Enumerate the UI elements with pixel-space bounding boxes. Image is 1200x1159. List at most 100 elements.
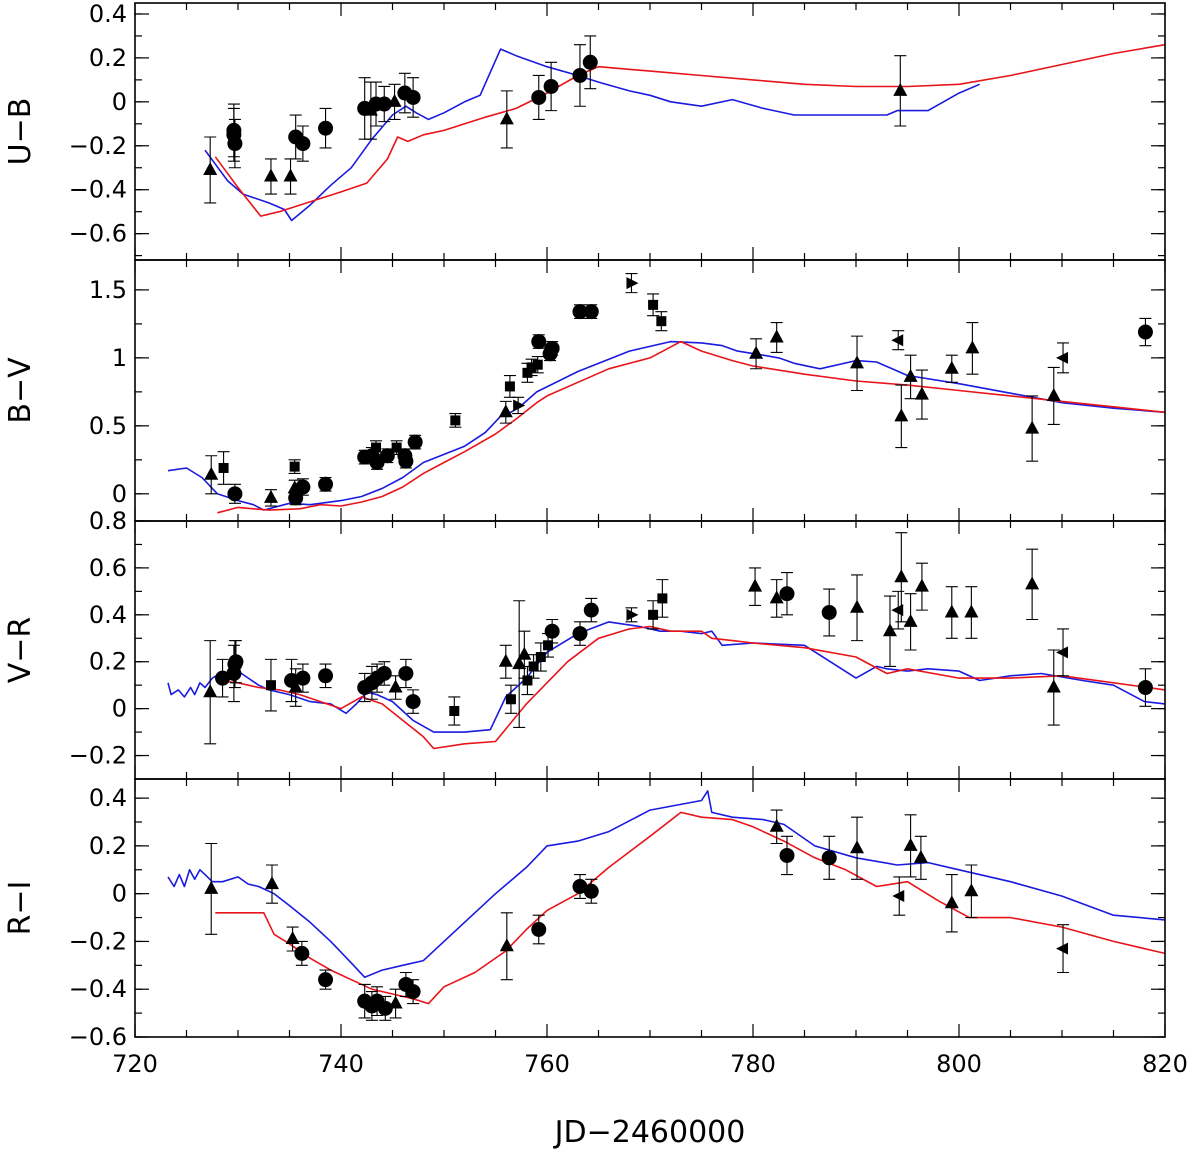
data-point-triangle — [903, 837, 918, 851]
data-point-circle — [318, 668, 334, 684]
data-point-square — [543, 640, 554, 651]
data-point-square — [391, 442, 402, 453]
data-point-triangle — [882, 623, 897, 637]
panels: −0.6−0.4−0.200.20.4U−B00.511.5B−V−0.200.… — [3, 0, 1188, 1078]
y-tick-label: 0.2 — [89, 648, 127, 676]
y-tick-label: 0 — [112, 880, 127, 908]
data-point-circle — [379, 448, 395, 464]
panel-2: 0 0.5 1 1.5 B−V — [3, 259, 1166, 522]
data-point-circle — [582, 54, 598, 70]
data-point-triangle-right — [513, 399, 526, 412]
y-axis-label: B−V — [3, 357, 38, 424]
y-tick-label: 0 — [112, 695, 127, 723]
data-point-circle — [572, 626, 588, 642]
x-tick-label: 800 — [936, 1050, 982, 1078]
data-point-circle — [288, 490, 304, 506]
data-point-circle — [583, 304, 599, 320]
y-tick-label: 1.5 — [89, 276, 127, 304]
data-point-circle — [295, 670, 311, 686]
data-point-square — [450, 415, 461, 426]
data-point-triangle — [914, 386, 929, 400]
data-point-triangle — [204, 880, 219, 894]
data-point-triangle — [264, 876, 279, 890]
model-curve-red — [217, 340, 1165, 514]
data-point-triangle — [964, 883, 979, 897]
data-point-triangle — [285, 931, 300, 945]
data-point-triangle — [1025, 576, 1040, 590]
data-point-circle — [1137, 680, 1153, 696]
data-point-circle — [543, 78, 559, 94]
data-point-circle — [228, 654, 244, 670]
data-point-circle — [779, 847, 795, 863]
data-point-triangle — [894, 408, 909, 422]
data-point-square — [504, 381, 515, 392]
data-point-triangle — [517, 646, 532, 660]
data-point-circle — [531, 89, 547, 105]
x-tick-label: 720 — [112, 1050, 158, 1078]
panel-frame — [134, 778, 1166, 1038]
model-curve-red — [214, 43, 1165, 217]
data-point-circle — [377, 1000, 393, 1016]
y-tick-label: 0.2 — [89, 44, 127, 72]
data-point-triangle — [944, 360, 959, 374]
data-point-triangle — [850, 599, 865, 613]
x-tick-label: 740 — [318, 1050, 364, 1078]
data-point-triangle-left — [892, 890, 905, 903]
data-point-triangle — [903, 368, 918, 382]
data-point-triangle-left — [1056, 942, 1069, 955]
data-point-triangle — [893, 82, 908, 96]
data-point-circle — [531, 334, 547, 350]
data-point-square — [522, 367, 533, 378]
y-tick-label: 0.6 — [89, 554, 127, 582]
data-point-triangle — [944, 895, 959, 909]
model-curves — [167, 621, 1165, 750]
model-curve-red — [217, 625, 1165, 750]
model-curves — [204, 43, 1165, 222]
data-point-circle — [407, 434, 423, 450]
y-tick-label: −0.2 — [69, 132, 127, 160]
x-tick-label: 820 — [1142, 1050, 1188, 1078]
data-point-circle — [583, 883, 599, 899]
data-point-circle — [1137, 324, 1153, 340]
y-tick-label: 0.5 — [89, 412, 127, 440]
y-axis-label: R−I — [3, 881, 38, 936]
y-tick-label: 0.4 — [89, 601, 127, 629]
data-point-circle — [318, 972, 334, 988]
data-point-circle — [294, 945, 310, 961]
data-point-square — [449, 705, 460, 716]
data-point-triangle-left — [891, 604, 904, 617]
data-point-circle — [572, 67, 588, 83]
data-point-triangle — [512, 656, 527, 670]
data-point-triangle — [903, 613, 918, 627]
data-point-triangle — [263, 168, 278, 182]
data-point-square — [656, 316, 667, 327]
data-point-circle — [227, 486, 243, 502]
data-point-triangle — [1046, 387, 1061, 401]
data-points — [203, 532, 1153, 745]
data-point-circle — [398, 665, 414, 681]
model-curves — [167, 340, 1165, 514]
data-point-square — [648, 299, 659, 310]
data-point-triangle — [894, 569, 909, 583]
data-point-triangle — [1025, 420, 1040, 434]
x-tick-label: 760 — [524, 1050, 570, 1078]
data-point-square — [648, 609, 659, 620]
y-axis-label: U−B — [3, 98, 38, 166]
panel-frame — [134, 259, 1166, 522]
data-point-circle — [405, 984, 421, 1000]
data-point-triangle — [748, 578, 763, 592]
panel-3: −0.2 0 0.2 0.4 0.6 0.8 V−R — [3, 507, 1166, 780]
data-point-triangle — [850, 355, 865, 369]
y-tick-label: 0 — [112, 88, 127, 116]
data-point-square — [526, 362, 537, 373]
data-point-circle — [318, 476, 334, 492]
data-point-triangle — [769, 590, 784, 604]
data-points — [204, 809, 1070, 1021]
data-point-circle — [295, 136, 311, 152]
data-point-triangle — [850, 840, 865, 854]
data-point-triangle-right — [626, 277, 639, 290]
model-curve-blue — [167, 340, 1165, 511]
model-curves — [167, 790, 1165, 1005]
data-point-triangle — [283, 168, 298, 182]
data-point-triangle — [203, 684, 218, 698]
